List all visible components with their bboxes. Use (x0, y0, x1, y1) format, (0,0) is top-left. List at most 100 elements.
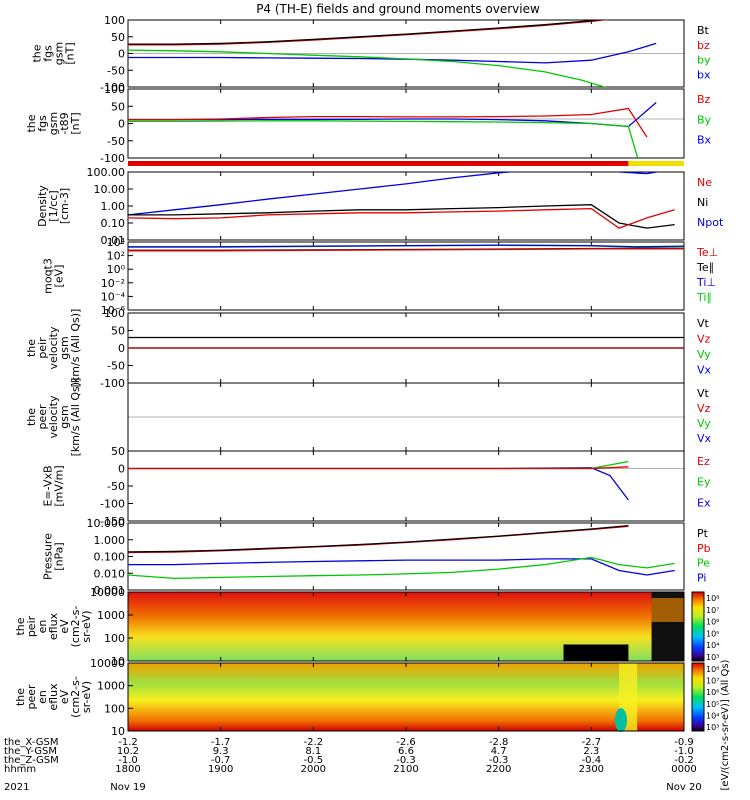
y-tick-label: 50 (111, 445, 125, 458)
legend-Ex: Ex (697, 496, 711, 509)
y-tick-label: 1000 (97, 609, 125, 622)
colorbar-tick-label: 10⁸ (706, 665, 719, 674)
panel-8: 10.000 1.000 0.100 0.010 0.001 Pressure[nPa] P… (42, 517, 711, 597)
ephemeris-value: -0.4 (582, 755, 602, 766)
y-tick-label: 0.100 (94, 551, 126, 564)
legend-Pt: Pt (697, 527, 709, 540)
plot-title: P4 (TH-E) fields and ground moments over… (256, 2, 540, 16)
legend-bz: bz (697, 39, 710, 52)
panel-3: 100.00 10.00 1.00 0.10 0.01 Density[1/cc][cm-… (36, 166, 724, 247)
y-tick-label: 10 (111, 725, 125, 738)
y-tick-label: 100.00 (87, 166, 126, 179)
series-group (128, 460, 629, 501)
colorbar (691, 662, 705, 732)
series-line-Bz (128, 107, 648, 138)
y-axis-label: [cm-3] (58, 188, 71, 224)
series-line-Bt (128, 20, 604, 45)
y-tick-label: 50 (111, 325, 125, 338)
y-tick-label: -100 (100, 498, 125, 511)
y-axis-label: eflux (47, 683, 60, 711)
y-tick-label: 10⁻⁶ (101, 304, 126, 317)
legend-Bt: Bt (697, 24, 710, 37)
y-axis-label: [1/cc] (47, 190, 60, 221)
ephemeris-label: the_X-GSM (4, 737, 58, 748)
ephemeris-value: 2300 (579, 764, 604, 775)
series-line-By (128, 120, 639, 158)
ephemeris-value: -0.7 (211, 755, 231, 766)
legend-Vx: Vx (697, 364, 712, 377)
y-tick-label: 100 (104, 632, 125, 645)
y-axis-label: [km/s (All Qs)] (69, 378, 82, 457)
series-group (128, 102, 657, 158)
y-tick-label: 0 (118, 118, 125, 131)
series-group (128, 524, 675, 580)
ephemeris-value: -2.7 (582, 737, 602, 748)
y-tick-label: 10 (111, 655, 125, 668)
panel-frame (127, 88, 685, 159)
y-axis-label: sr-eV) (80, 610, 93, 642)
panel-frame (127, 522, 685, 591)
y-axis-label: Pressure (42, 533, 55, 580)
ephemeris-value: -2.6 (396, 737, 416, 748)
ephemeris-value: 9.3 (213, 746, 229, 757)
y-tick-label: -50 (107, 64, 125, 77)
colorbar-tick-label: 10⁶ (706, 688, 719, 697)
y-axis-label: [km/s (All Qs)] (69, 309, 82, 388)
series-line-Ez (128, 466, 629, 470)
y-axis-label: the (31, 44, 44, 62)
colorbar-tick-label: 10³ (706, 653, 719, 662)
y-tick-label: 0.01 (101, 234, 126, 247)
legend-Vz: Vz (697, 333, 711, 346)
y-axis-label: gsm (58, 336, 71, 359)
y-axis-label: gsm (47, 112, 60, 135)
series-line-Npot (128, 172, 661, 216)
legend-by: by (697, 54, 711, 67)
y-axis-label: peer (36, 404, 49, 430)
ephemeris-value: 4.7 (491, 746, 507, 757)
y-tick-label: -100 (100, 377, 125, 390)
spectrogram-fill (128, 663, 684, 731)
legend-bx: bx (697, 68, 711, 81)
y-tick-label: -100 (100, 81, 125, 94)
y-axis-label: fgs (42, 45, 55, 62)
y-tick-label: 10.000 (87, 517, 126, 530)
legend-Vy: Vy (697, 417, 711, 430)
y-tick-label: 10⁻⁴ (101, 290, 126, 303)
legend-Vx: Vx (697, 432, 712, 445)
spectrogram-feature (614, 708, 627, 733)
y-axis-label: eflux (47, 612, 60, 640)
y-tick-label: -100 (100, 152, 125, 165)
colorbar-tick-label: 10⁴ (706, 641, 719, 650)
date-start-label: Nov 19 (110, 782, 145, 793)
y-axis-label: peir (36, 337, 49, 359)
y-tick-label: 10000 (90, 586, 125, 599)
y-tick-label: 1.00 (101, 200, 126, 213)
y-axis-label: (cm2-s- (69, 676, 82, 718)
y-axis-label: E=-VxB (42, 465, 55, 506)
legend-Ni: Ni (697, 196, 708, 209)
y-axis-label: gsm (53, 42, 66, 65)
series-group (128, 172, 675, 229)
y-axis-label: (cm2-s- (69, 606, 82, 648)
y-tick-label: 100 (104, 83, 125, 96)
y-axis-label: velocity (47, 326, 60, 369)
y-tick-label: 100 (104, 307, 125, 320)
series-line-Te⊥ (128, 248, 684, 252)
y-axis-label: en (36, 690, 49, 704)
legend-Vt: Vt (697, 317, 710, 330)
y-axis-label: eV (58, 689, 71, 704)
y-tick-label: 10000 (90, 657, 125, 670)
y-tick-label: -50 (107, 480, 125, 493)
ephemeris-value: -1.0 (674, 746, 694, 757)
y-axis-label: en (36, 620, 49, 634)
legend-Ez: Ez (697, 455, 710, 468)
series-line-Ne (128, 207, 675, 229)
legend-Te⊥: Te⊥ (696, 246, 718, 259)
y-tick-label: 100 (104, 14, 125, 27)
colorbar-tick-label: 10⁷ (706, 606, 719, 615)
ephemeris-value: 2100 (393, 764, 418, 775)
panel-10: 10⁸10⁷10⁶10⁵10⁴10³10000100010010thepeere… (14, 657, 719, 738)
y-tick-label: 0 (118, 342, 125, 355)
